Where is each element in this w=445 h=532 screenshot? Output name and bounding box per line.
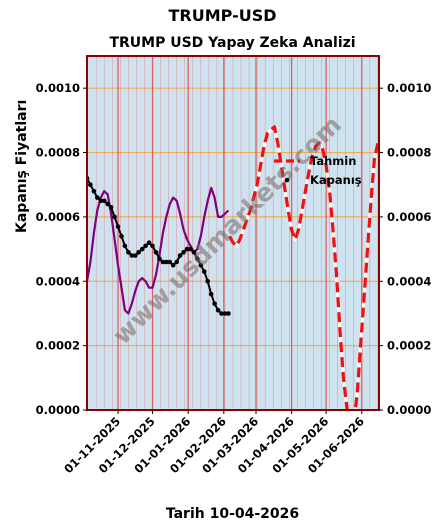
- kapanis-point: [208, 291, 214, 297]
- kapanis-point: [202, 269, 207, 274]
- kapanis-point: [143, 243, 148, 249]
- kapanis-point: [153, 250, 159, 255]
- page-title: TRUMP-USD: [168, 6, 277, 25]
- kapanis-point: [191, 250, 197, 255]
- kapanis-point: [167, 259, 173, 265]
- legend-kapanis-label: Kapanış: [310, 173, 362, 187]
- y-tick-label: 0.0010: [36, 81, 80, 95]
- kapanis-point: [129, 253, 135, 258]
- legend: Tahmin Kapanış: [274, 154, 362, 187]
- kapanis-point: [126, 250, 131, 255]
- series-tahmin-line: [228, 125, 379, 410]
- kapanis-point: [108, 205, 114, 210]
- kapanis-point: [188, 246, 193, 252]
- kapanis-point: [122, 243, 128, 249]
- kapanis-point: [181, 250, 186, 255]
- y-tick-label-right: 0.0008: [387, 146, 431, 160]
- y-tick-label: 0.0000: [36, 403, 80, 417]
- kapanis-point: [184, 246, 190, 252]
- kapanis-point: [195, 256, 200, 262]
- kapanis-point: [177, 253, 183, 258]
- kapanis-point: [95, 195, 100, 200]
- y-tick-label-right: 0.0000: [387, 403, 431, 417]
- kapanis-point: [146, 240, 152, 245]
- kapanis-point: [133, 253, 138, 258]
- kapanis-point: [219, 311, 224, 316]
- legend-tahmin-label: Tahmin: [310, 154, 356, 168]
- series-purple-line: [87, 186, 230, 315]
- kapanis-point: [198, 262, 204, 268]
- chart-title: TRUMP USD Yapay Zeka Analizi: [109, 35, 356, 51]
- kapanis-point: [157, 256, 162, 262]
- y-tick-label: 0.0006: [36, 210, 80, 224]
- y-tick-label-right: 0.0006: [387, 210, 431, 224]
- x-axis-label: Tarih 10-04-2026: [165, 506, 300, 522]
- kapanis-point: [101, 198, 107, 204]
- kapanis-point: [164, 259, 169, 265]
- kapanis-point: [215, 307, 221, 313]
- y-tick-label-right: 0.0002: [387, 339, 431, 353]
- kapanis-point: [115, 224, 121, 229]
- y-tick-label-right: 0.0004: [387, 274, 431, 288]
- kapanis-point: [174, 259, 179, 265]
- kapanis-point: [170, 262, 176, 268]
- kapanis-point: [105, 201, 110, 207]
- kapanis-point: [139, 246, 145, 252]
- kapanis-point: [222, 311, 228, 316]
- kapanis-point: [205, 279, 210, 284]
- kapanis-point: [226, 311, 231, 316]
- plot-frame: [86, 55, 380, 411]
- grid: [87, 56, 379, 411]
- kapanis-point: [119, 233, 124, 239]
- series-layer: [87, 125, 379, 410]
- kapanis-point: [160, 259, 166, 265]
- y-tick-label: 0.0008: [36, 146, 80, 160]
- kapanis-point: [98, 198, 104, 204]
- kapanis-point: [212, 301, 217, 307]
- y-tick-label: 0.0002: [36, 339, 80, 353]
- kapanis-point: [136, 250, 141, 255]
- kapanis-point: [91, 188, 97, 194]
- legend-kapanis-swatch: [284, 177, 290, 183]
- kapanis-point: [112, 214, 117, 220]
- kapanis-point: [150, 243, 155, 249]
- kapanis-point: [88, 182, 93, 187]
- y-tick-label: 0.0004: [36, 274, 80, 288]
- y-tick-label-right: 0.0010: [387, 81, 431, 95]
